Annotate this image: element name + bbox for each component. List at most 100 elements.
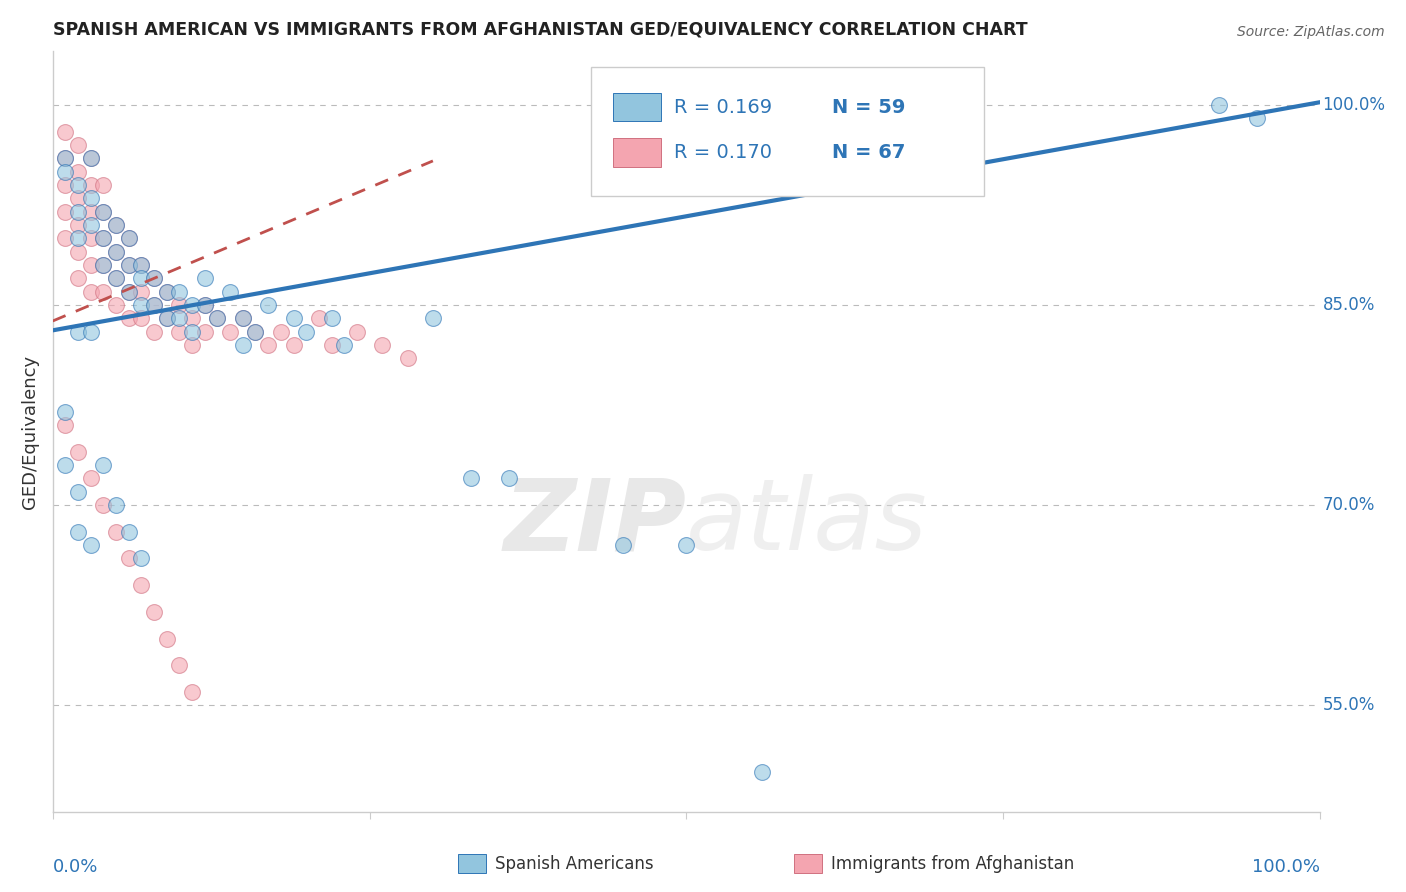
Point [55, 124, 77, 138]
Text: 0.0%: 0.0% [52, 857, 98, 876]
Point [131, 551, 153, 566]
Point [105, 244, 128, 259]
Point [80, 285, 103, 299]
Point [93, 258, 115, 272]
Point [156, 285, 179, 299]
Y-axis label: GED/Equivalency: GED/Equivalency [21, 355, 39, 508]
Point [333, 338, 356, 352]
Text: Spanish Americans: Spanish Americans [495, 855, 654, 872]
Point [80, 151, 103, 165]
Point [181, 685, 204, 699]
Point [80, 191, 103, 205]
Point [55, 458, 77, 472]
Text: ZIP: ZIP [503, 475, 686, 572]
Point [80, 178, 103, 192]
Point [67, 444, 90, 458]
Text: 100.0%: 100.0% [1323, 95, 1385, 114]
Point [105, 298, 128, 312]
Point [67, 484, 90, 499]
Point [67, 164, 90, 178]
Point [270, 325, 292, 339]
Text: N = 59: N = 59 [832, 97, 905, 117]
Point [93, 458, 115, 472]
Point [131, 578, 153, 592]
Point [194, 298, 217, 312]
Point [55, 418, 77, 433]
Point [283, 311, 305, 326]
Point [143, 605, 166, 619]
Point [181, 298, 204, 312]
Point [118, 285, 141, 299]
Point [118, 258, 141, 272]
Point [55, 151, 77, 165]
Point [232, 311, 254, 326]
Point [131, 285, 153, 299]
Point [156, 285, 179, 299]
Point [181, 311, 204, 326]
Point [93, 204, 115, 219]
Point [131, 298, 153, 312]
Point [131, 311, 153, 326]
Point [295, 325, 318, 339]
Point [105, 218, 128, 232]
Point [67, 231, 90, 245]
Point [80, 325, 103, 339]
Point [308, 311, 330, 326]
Point [156, 311, 179, 326]
Point [181, 325, 204, 339]
Point [93, 285, 115, 299]
Point [93, 231, 115, 245]
Point [55, 204, 77, 219]
Point [143, 298, 166, 312]
Text: 85.0%: 85.0% [1323, 296, 1375, 314]
Point [143, 271, 166, 285]
Point [80, 204, 103, 219]
Text: R = 0.169: R = 0.169 [673, 97, 772, 117]
Point [1208, 98, 1230, 112]
Text: 55.0%: 55.0% [1323, 697, 1375, 714]
Point [55, 164, 77, 178]
Point [143, 325, 166, 339]
Point [422, 311, 444, 326]
Point [283, 338, 305, 352]
Point [67, 325, 90, 339]
Point [80, 151, 103, 165]
Point [169, 298, 191, 312]
Text: SPANISH AMERICAN VS IMMIGRANTS FROM AFGHANISTAN GED/EQUIVALENCY CORRELATION CHAR: SPANISH AMERICAN VS IMMIGRANTS FROM AFGH… [52, 21, 1028, 39]
Bar [794, 854, 823, 872]
Point [118, 551, 141, 566]
Point [80, 231, 103, 245]
Point [105, 498, 128, 512]
Point [169, 325, 191, 339]
Point [143, 298, 166, 312]
Point [105, 524, 128, 539]
Point [245, 325, 267, 339]
Point [498, 471, 520, 485]
Point [321, 311, 343, 326]
Point [118, 524, 141, 539]
Point [67, 204, 90, 219]
Point [207, 311, 229, 326]
Point [105, 244, 128, 259]
Bar [613, 138, 661, 167]
Point [169, 658, 191, 673]
Point [321, 338, 343, 352]
Point [67, 191, 90, 205]
Text: 100.0%: 100.0% [1251, 857, 1320, 876]
Point [93, 178, 115, 192]
Point [55, 151, 77, 165]
Point [156, 311, 179, 326]
Point [371, 338, 394, 352]
Point [67, 178, 90, 192]
Point [93, 204, 115, 219]
Point [169, 311, 191, 326]
Bar [458, 854, 486, 872]
Point [219, 285, 242, 299]
Point [612, 538, 634, 552]
Point [346, 325, 368, 339]
Point [80, 538, 103, 552]
Point [67, 137, 90, 152]
Point [460, 471, 482, 485]
Point [1246, 112, 1268, 126]
Point [194, 271, 217, 285]
